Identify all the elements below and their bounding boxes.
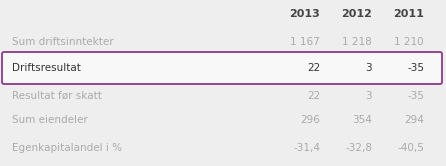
Text: -35: -35 [407, 91, 424, 101]
Text: 2013: 2013 [289, 9, 320, 19]
Text: 1 218: 1 218 [342, 37, 372, 47]
Text: 22: 22 [307, 63, 320, 73]
Text: Resultat før skatt: Resultat før skatt [12, 91, 102, 101]
Text: 3: 3 [365, 63, 372, 73]
Text: 296: 296 [300, 115, 320, 125]
Text: 1 167: 1 167 [290, 37, 320, 47]
Text: Driftsresultat: Driftsresultat [12, 63, 81, 73]
Text: 3: 3 [365, 91, 372, 101]
Text: -40,5: -40,5 [397, 143, 424, 153]
Text: Egenkapitalandel i %: Egenkapitalandel i % [12, 143, 122, 153]
Text: 22: 22 [307, 91, 320, 101]
Text: 1 210: 1 210 [394, 37, 424, 47]
Text: -35: -35 [407, 63, 424, 73]
Text: 354: 354 [352, 115, 372, 125]
Text: -31,4: -31,4 [293, 143, 320, 153]
Text: Sum eiendeler: Sum eiendeler [12, 115, 88, 125]
FancyBboxPatch shape [2, 52, 442, 84]
Text: -32,8: -32,8 [345, 143, 372, 153]
Text: 2012: 2012 [341, 9, 372, 19]
Text: 2011: 2011 [393, 9, 424, 19]
Text: 294: 294 [404, 115, 424, 125]
Text: Sum driftsinntekter: Sum driftsinntekter [12, 37, 114, 47]
